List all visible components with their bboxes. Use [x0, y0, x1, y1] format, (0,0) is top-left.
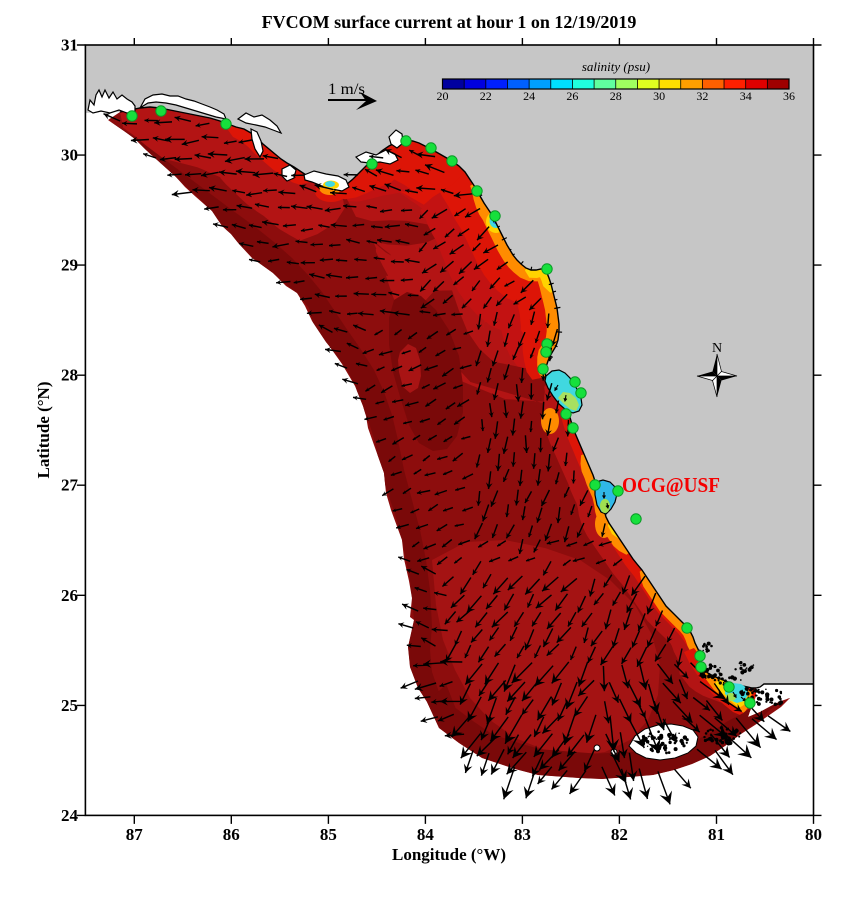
svg-text:28: 28 [610, 89, 622, 103]
svg-text:87: 87 [126, 825, 144, 844]
svg-text:86: 86 [223, 825, 240, 844]
svg-text:84: 84 [417, 825, 435, 844]
svg-text:29: 29 [61, 256, 78, 275]
svg-text:Latitude (°N): Latitude (°N) [34, 382, 53, 479]
svg-text:81: 81 [708, 825, 725, 844]
svg-text:32: 32 [696, 89, 708, 103]
svg-text:OCG@USF: OCG@USF [622, 473, 720, 497]
svg-text:N: N [712, 341, 722, 356]
svg-text:34: 34 [740, 89, 752, 103]
svg-text:24: 24 [523, 89, 535, 103]
svg-text:24: 24 [61, 806, 79, 825]
svg-text:25: 25 [61, 696, 78, 715]
svg-text:36: 36 [783, 89, 795, 103]
svg-text:80: 80 [805, 825, 822, 844]
svg-text:83: 83 [514, 825, 531, 844]
svg-text:FVCOM surface current at hour: FVCOM surface current at hour 1 on 12/19… [262, 12, 637, 32]
svg-text:31: 31 [61, 36, 78, 55]
svg-text:26: 26 [61, 586, 78, 605]
svg-text:26: 26 [566, 89, 578, 103]
svg-text:Longitude (°W): Longitude (°W) [392, 845, 506, 864]
svg-text:22: 22 [480, 89, 492, 103]
svg-text:27: 27 [61, 476, 79, 495]
svg-text:30: 30 [61, 146, 78, 165]
svg-text:82: 82 [611, 825, 628, 844]
svg-text:salinity (psu): salinity (psu) [582, 59, 650, 74]
svg-text:85: 85 [320, 825, 337, 844]
svg-text:20: 20 [437, 89, 449, 103]
svg-text:1 m/s: 1 m/s [328, 81, 365, 98]
svg-text:30: 30 [653, 89, 665, 103]
svg-text:28: 28 [61, 366, 78, 385]
